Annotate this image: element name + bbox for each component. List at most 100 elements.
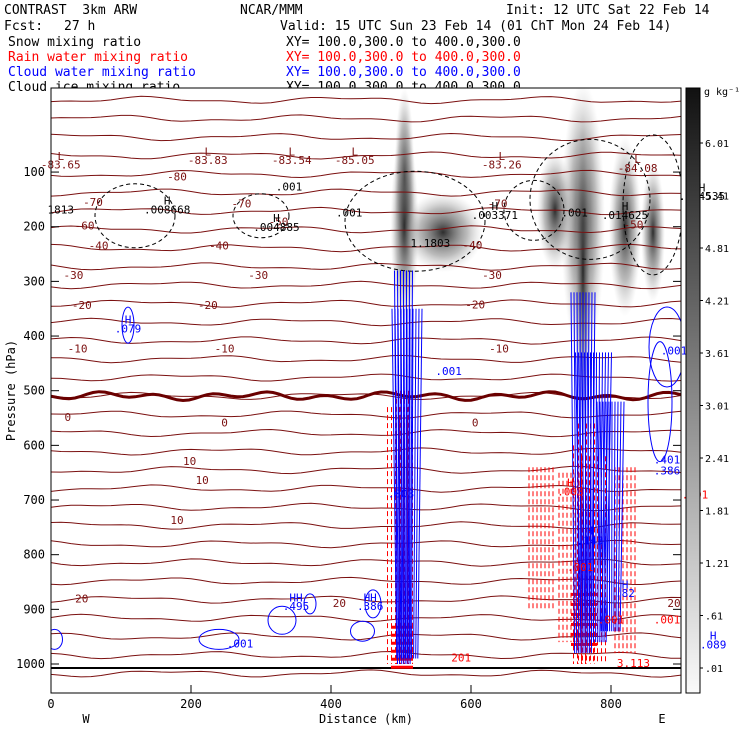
contour-value-label: .001 [598,613,625,626]
rain-band [571,612,597,616]
isotherm-line [51,280,681,290]
temperature-label: 10 [170,514,183,527]
contour-value-label: L [204,145,211,158]
cloud-water-contour [619,401,625,632]
cloud-water-contour [578,352,584,643]
contour-value-label: .82 [615,587,635,600]
rain-band [571,602,597,606]
temperature-label: -20 [465,298,485,311]
contour-labels: -80 -70 -70 -70 -60 -50 -50 -40 -40 -40 -30 -30 -30 -… [41,145,727,670]
colorbar-tick-label: 3.01 [705,402,729,413]
org-label: NCAR/MMM [240,3,303,18]
x-endpoint-west: W [82,712,90,726]
cloud-ice-contour [503,179,565,241]
colorbar: g kg⁻¹ 6.01 5.41 4.81 4.21 3.61 3.01 2.41 1.81 1.… [685,87,740,694]
rain-band [571,622,597,626]
field-name-rain: Rain water mixing ratio [8,50,189,65]
isotherm-line [51,225,681,234]
cloud-water-contour [599,401,604,632]
colorbar-tick-label: 5.41 [705,192,729,203]
cloud-ice-contour [94,183,176,249]
contour-value-label: HH [364,591,377,604]
contour-value-label: .401 [654,454,681,467]
colorbar-ramp [685,87,701,694]
contour-value-label: .001 [561,207,588,220]
contour-value-label: L [498,150,505,163]
isotherm-line [51,169,681,179]
cloud-water-contour [570,292,576,654]
contour-value-label: .014625 [602,209,648,222]
cloud-water-contour [613,401,616,632]
contour-value-label: .386 [357,600,384,613]
isotherm-line [51,188,681,197]
contour-value-label: H [699,181,706,194]
cloud-water-contour [409,270,413,665]
y-tick-label: 800 [23,548,45,562]
contour-value-label: .004885 [253,221,299,234]
cloud-water-contour [413,308,417,659]
y-tick-label: 300 [23,274,45,288]
y-tick-label: 100 [23,165,45,179]
temperature-label: -70 [488,197,508,210]
x-tick-label: 600 [460,697,482,711]
cloud-water-contour [303,593,317,615]
cloud-water-contour [198,628,240,650]
temperature-label: -70 [231,197,251,210]
cloud-water-contour [608,401,611,632]
x-tick-label: 200 [180,697,202,711]
cloud-water-contour [584,352,588,643]
temperature-label: -60 [75,220,95,233]
cloud-water-contour [417,308,423,659]
colorbar-tick-label: 4.81 [705,244,729,255]
colorbar-tick-label: 1.81 [705,507,729,518]
isotherm-line [51,317,681,327]
temperature-label: 20 [333,597,346,610]
contour-value-label: -83.83 [188,154,228,167]
contour-value-label: .001 [567,561,594,574]
contour-value-label: .001 [276,180,303,193]
contour-value-label: 201 [451,652,471,665]
temperature-label: -20 [198,299,218,312]
temperature-label: -10 [215,343,235,356]
contour-value-label: .089 [700,638,727,651]
contour-value-label: -83.26 [482,159,522,172]
cloud-water-contour [121,306,135,344]
contour-value-label: -85.05 [335,154,375,167]
contour-value-label: .001 [435,365,462,378]
contour-value-label: 3.113 [617,657,650,670]
init-time: Init: 12 UTC Sat 22 Feb 14 [506,3,710,18]
contour-value-label: .008668 [144,203,190,216]
contour-value-label: H [587,525,594,538]
colorbar-tick-label: .01 [705,664,723,675]
model-title: CONTRAST 3km ARW [4,3,138,18]
isotherm-line [51,206,681,216]
contour-value-label: .003 [388,488,415,501]
contour-value-label: .001 [336,207,363,220]
cloud-water-contour [267,605,297,635]
cloud-ice-contour [344,170,486,272]
temperature-label: 0 [472,416,479,429]
y-tick-label: 900 [23,602,45,616]
contour-value-label: L [634,153,641,166]
cloud-water-contour [615,401,619,632]
isotherm-line [51,95,681,105]
fcst-value: 27 h [64,19,96,34]
cloud-ice-contour [529,138,651,260]
isotherm-line [51,299,681,308]
colorbar-unit: g kg⁻¹ [704,87,740,98]
isotherm-line [51,132,681,142]
isotherm-line [51,465,681,475]
cloud-water-contour [595,352,597,643]
cloud-water-contour [391,308,398,659]
temperature-label: 10 [183,455,196,468]
cloud-water-contour [602,401,606,632]
contour-value-label: .001 [661,344,688,357]
temperature-label: -30 [248,269,268,282]
temperature-label: 20 [75,593,88,606]
cloud-water-contour [605,401,608,632]
temperature-label: -80 [167,171,187,184]
isotherm-line [51,632,681,641]
field-xy-rain: XY= 100.0,300.0 to 400.0,300.0 [286,50,521,65]
